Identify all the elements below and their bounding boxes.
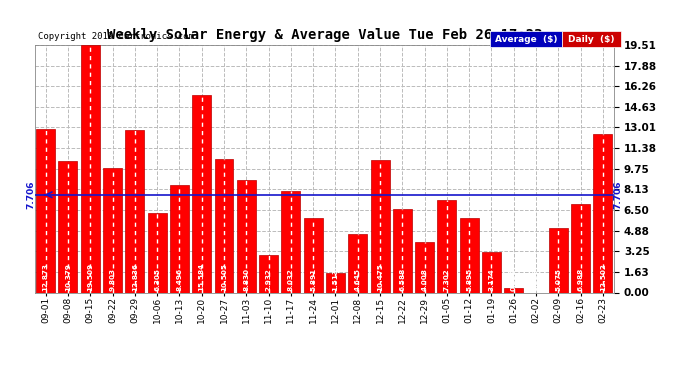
Text: 12.836: 12.836 <box>132 262 138 291</box>
Bar <box>259 255 278 292</box>
Text: 12.502: 12.502 <box>600 263 606 291</box>
Text: 7.706: 7.706 <box>613 180 622 209</box>
Text: 4.008: 4.008 <box>422 268 428 291</box>
Bar <box>504 288 523 292</box>
Bar <box>593 134 613 292</box>
Bar <box>437 200 456 292</box>
Text: 9.803: 9.803 <box>110 268 115 291</box>
Text: 12.873: 12.873 <box>43 263 49 291</box>
Bar <box>193 95 211 292</box>
Bar <box>571 204 590 292</box>
Bar <box>81 45 100 292</box>
Text: 8.032: 8.032 <box>288 268 294 291</box>
Bar <box>237 180 256 292</box>
Text: Copyright 2019 Cartronics.com: Copyright 2019 Cartronics.com <box>38 32 194 41</box>
Text: 8.496: 8.496 <box>177 267 182 291</box>
Bar <box>549 228 568 292</box>
Text: 15.584: 15.584 <box>199 262 205 291</box>
Bar <box>103 168 122 292</box>
Text: 5.075: 5.075 <box>555 268 562 291</box>
Text: 10.475: 10.475 <box>377 263 383 291</box>
Text: 2.932: 2.932 <box>266 268 272 291</box>
Title: Weekly Solar Energy & Average Value Tue Feb 26 17:23: Weekly Solar Energy & Average Value Tue … <box>106 28 542 42</box>
Bar <box>170 185 189 292</box>
Bar <box>415 242 434 292</box>
Text: 19.509: 19.509 <box>87 262 93 291</box>
Text: 8.830: 8.830 <box>244 268 249 291</box>
Bar <box>304 218 323 292</box>
Bar <box>482 252 501 292</box>
Text: 4.645: 4.645 <box>355 268 361 291</box>
Bar <box>460 218 479 292</box>
Bar <box>348 234 367 292</box>
Text: 10.505: 10.505 <box>221 262 227 291</box>
Text: 10.379: 10.379 <box>65 263 71 291</box>
Text: 7.302: 7.302 <box>444 268 450 291</box>
Bar <box>59 161 77 292</box>
Text: 0.000: 0.000 <box>533 268 539 291</box>
Bar <box>36 129 55 292</box>
Bar <box>282 190 300 292</box>
Text: Daily  ($): Daily ($) <box>568 34 615 44</box>
Bar <box>326 273 345 292</box>
Text: 1.513: 1.513 <box>333 268 339 291</box>
Bar <box>148 213 166 292</box>
Text: 5.891: 5.891 <box>310 267 316 291</box>
Text: 6.988: 6.988 <box>578 267 584 291</box>
Text: 3.174: 3.174 <box>489 268 495 291</box>
Text: 7.706: 7.706 <box>27 180 36 209</box>
Bar <box>215 159 233 292</box>
Text: 5.895: 5.895 <box>466 267 472 291</box>
Bar <box>126 130 144 292</box>
Text: 6.588: 6.588 <box>400 267 405 291</box>
Text: Average  ($): Average ($) <box>495 34 557 44</box>
Text: 0.332: 0.332 <box>511 268 517 291</box>
Bar <box>371 160 389 292</box>
Text: 6.305: 6.305 <box>154 268 160 291</box>
Bar <box>393 209 412 292</box>
